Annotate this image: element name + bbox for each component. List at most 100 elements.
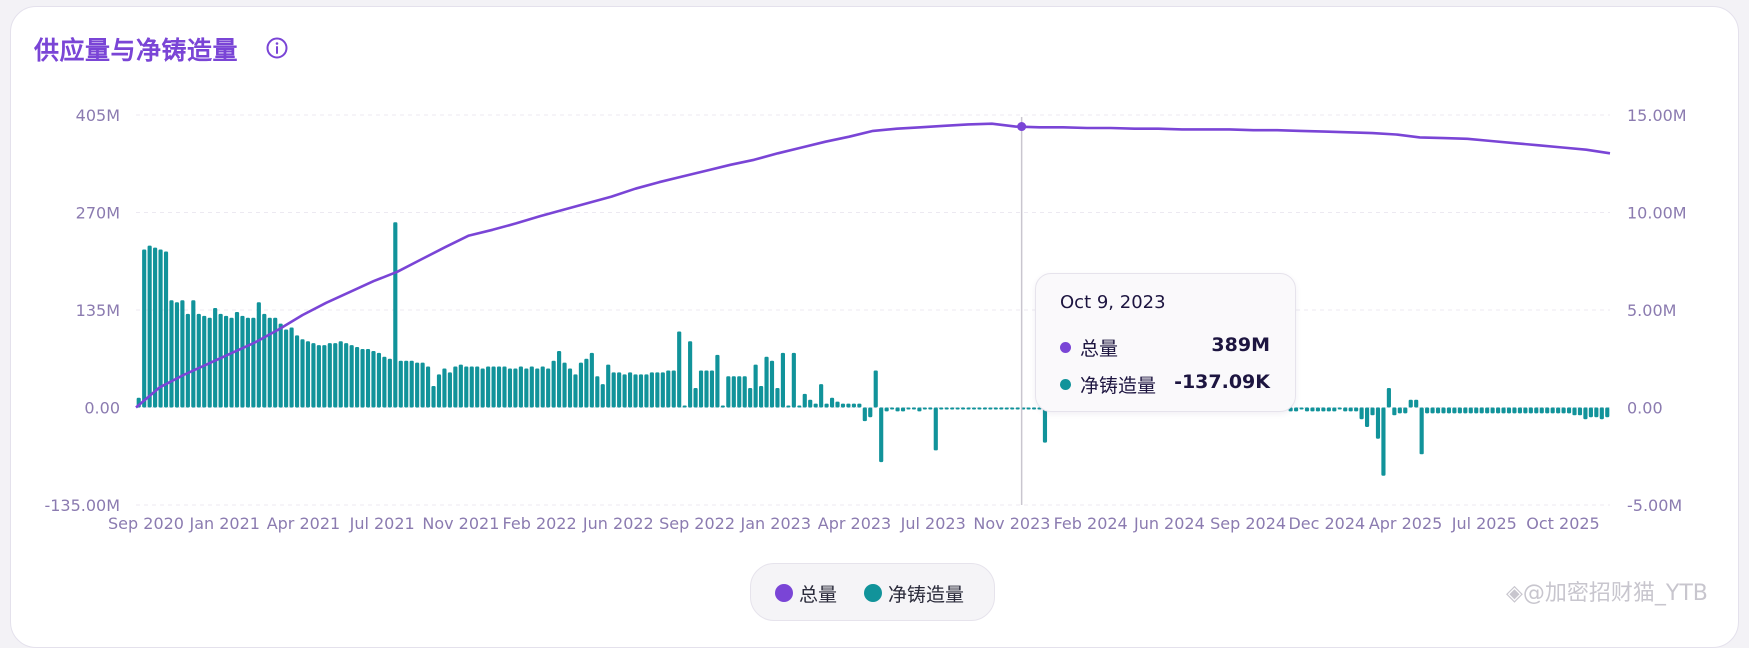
net-mint-bar (245, 317, 250, 408)
x-tick-label: Feb 2022 (503, 514, 577, 533)
net-mint-bar (928, 407, 933, 410)
net-mint-bar (595, 376, 600, 408)
x-tick-label: Sep 2022 (659, 514, 735, 533)
net-mint-bar (567, 368, 573, 408)
x-tick-label: Sep 2024 (1210, 514, 1286, 533)
net-mint-bar (327, 343, 332, 408)
net-mint-bar (660, 372, 665, 408)
net-mint-bar (786, 405, 791, 408)
net-mint-bar (289, 327, 294, 408)
x-tick-label: Nov 2021 (422, 514, 499, 533)
net-mint-bar (726, 376, 731, 408)
net-mint-bar (584, 358, 589, 408)
net-mint-dot-icon (1060, 379, 1071, 390)
y-left-tick-label: -135.00M (44, 496, 120, 515)
net-mint-dot-icon (864, 584, 882, 602)
net-mint-bar (229, 317, 234, 408)
net-mint-bar (857, 403, 862, 408)
x-tick-label: Sep 2020 (108, 514, 184, 533)
net-mint-bar (1583, 407, 1588, 420)
net-mint-bar (829, 397, 835, 408)
net-mint-bar (278, 323, 283, 408)
net-mint-bar (562, 362, 567, 408)
net-mint-bar (409, 360, 414, 408)
y-right-tick-label: 15.00M (1627, 106, 1687, 125)
net-mint-bar (1430, 407, 1435, 414)
net-mint-bar (742, 376, 747, 408)
net-mint-bar (764, 356, 769, 408)
net-mint-bar (819, 384, 824, 408)
info-icon[interactable] (266, 37, 288, 59)
net-mint-bar (682, 405, 687, 408)
net-mint-bar (1381, 407, 1386, 476)
net-mint-bar (1594, 407, 1599, 418)
net-mint-bar (813, 403, 818, 408)
x-tick-label: Nov 2023 (973, 514, 1050, 533)
net-mint-bar (753, 364, 758, 408)
net-mint-bar (715, 354, 720, 408)
net-mint-bar (1359, 407, 1364, 420)
net-mint-bar (360, 349, 365, 408)
y-right-tick-label: 0.00 (1627, 399, 1663, 418)
net-mint-bar (895, 407, 900, 412)
net-mint-bar (1310, 407, 1315, 412)
net-mint-bar (769, 360, 775, 408)
supply-chart[interactable]: 405M 270M 135M 0.00 -135.00M 15.00M 10.00M 5.00… (0, 0, 1749, 618)
net-mint-bar (1539, 407, 1544, 414)
net-mint-bar (873, 370, 878, 408)
net-mint-bar (578, 362, 584, 408)
net-mint-bar (524, 368, 529, 408)
net-mint-bar (1321, 407, 1326, 412)
chart-tooltip: Oct 9, 2023 总量 389M 净铸造量 -137.09K (1035, 273, 1296, 412)
net-mint-bar (376, 352, 382, 408)
net-mint-bar (415, 362, 420, 408)
net-mint-bar (224, 315, 229, 408)
net-mint-bar (900, 407, 906, 412)
net-mint-bar (1015, 407, 1020, 410)
y-left-tick-label: 0.00 (84, 399, 120, 418)
net-mint-bar (1605, 407, 1610, 418)
net-mint-bar (502, 366, 507, 408)
net-mint-bar (971, 407, 977, 410)
net-mint-bar (365, 349, 371, 408)
net-mint-bar (262, 313, 267, 408)
net-mint-bar (202, 315, 207, 408)
net-mint-bar (513, 368, 518, 408)
net-mint-bar (496, 366, 502, 408)
net-mint-bar (1397, 407, 1402, 414)
total-dot-icon (1060, 342, 1071, 353)
x-tick-label: Feb 2024 (1054, 514, 1128, 533)
tooltip-label: 总量 (1080, 338, 1119, 360)
net-mint-bar (1364, 407, 1370, 427)
net-mint-bar (251, 317, 256, 408)
net-mint-bar (420, 362, 425, 408)
net-mint-bar (617, 372, 622, 408)
net-mint-bar (780, 352, 785, 408)
net-mint-bar (846, 403, 851, 408)
net-mint-bar (518, 366, 523, 408)
net-mint-bar (447, 372, 452, 408)
net-mint-bar (1375, 407, 1381, 439)
net-mint-bar (1468, 407, 1473, 414)
net-mint-bar (1561, 407, 1566, 414)
net-mint-bar (1010, 407, 1015, 410)
x-tick-label: Jul 2021 (349, 514, 415, 533)
net-mint-bar (469, 366, 474, 408)
net-mint-bar (1457, 407, 1462, 414)
net-mint-bar (344, 343, 349, 408)
x-tick-label: Jun 2024 (1133, 514, 1205, 533)
net-mint-bar (600, 384, 605, 408)
net-mint-bar (950, 407, 955, 410)
net-mint-bar (1566, 407, 1572, 414)
chart-legend: 总量 净铸造量 (750, 563, 995, 621)
net-mint-bar (316, 345, 321, 408)
y-right-tick-label: -5.00M (1627, 496, 1682, 515)
net-mint-bar (1031, 407, 1037, 410)
net-mint-bar (982, 407, 987, 410)
net-mint-bar (1354, 407, 1359, 412)
net-mint-bar (475, 366, 480, 408)
y-right-tick-label: 10.00M (1627, 204, 1687, 223)
net-mint-bar (1042, 407, 1048, 443)
net-mint-bar (436, 374, 442, 408)
net-mint-bar (922, 407, 927, 410)
